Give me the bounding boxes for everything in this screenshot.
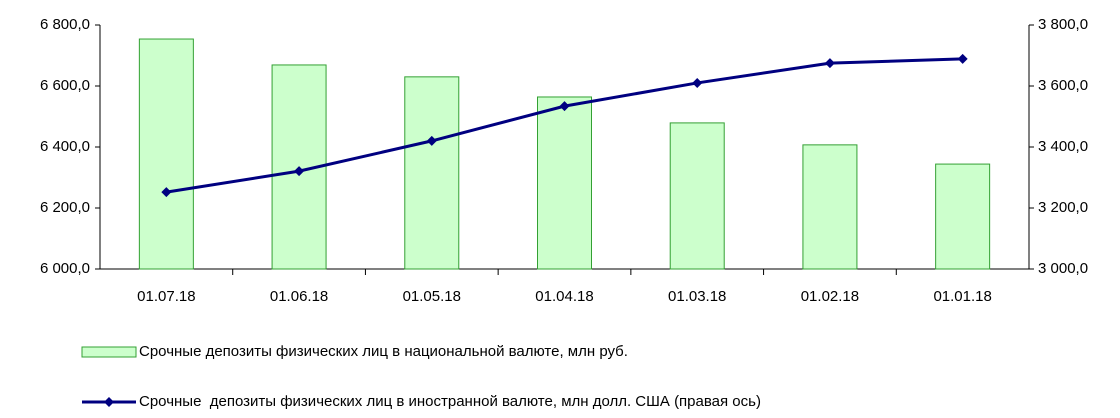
- bar: [669, 122, 725, 270]
- x-tick-label: 01.03.18: [668, 288, 726, 305]
- y2-tick-label: 3 000,0: [1038, 260, 1088, 277]
- legend-label: Срочные депозиты физических лиц в национ…: [139, 343, 628, 360]
- x-tick-label: 01.05.18: [403, 288, 461, 305]
- bar: [404, 76, 460, 270]
- bar: [802, 144, 858, 270]
- y2-tick-label: 3 400,0: [1038, 138, 1088, 155]
- y-tick-label: 6 800,0: [40, 16, 90, 33]
- y-tick-label: 6 400,0: [40, 138, 90, 155]
- legend-label: Срочные депозиты физических лиц в иностр…: [139, 393, 761, 410]
- bar: [138, 38, 194, 270]
- marker: [957, 53, 968, 64]
- legend-swatch: [81, 346, 137, 358]
- x-tick-label: 01.02.18: [801, 288, 859, 305]
- x-tick-label: 01.07.18: [137, 288, 195, 305]
- bar: [537, 96, 592, 270]
- y2-tick-label: 3 600,0: [1038, 77, 1088, 94]
- y-tick-label: 6 200,0: [40, 199, 90, 216]
- marker: [559, 101, 570, 112]
- y2-tick-label: 3 800,0: [1038, 16, 1088, 33]
- x-tick-label: 01.06.18: [270, 288, 328, 305]
- x-tick-label: 01.01.18: [933, 288, 991, 305]
- y2-tick-label: 3 200,0: [1038, 199, 1088, 216]
- marker: [294, 166, 305, 177]
- marker: [824, 58, 835, 69]
- marker: [161, 187, 172, 198]
- legend-marker: [104, 397, 114, 407]
- x-tick-label: 01.04.18: [535, 288, 593, 305]
- marker: [426, 135, 437, 146]
- bar: [935, 163, 991, 270]
- y-tick-label: 6 000,0: [40, 260, 90, 277]
- y-tick-label: 6 600,0: [40, 77, 90, 94]
- marker: [692, 77, 703, 88]
